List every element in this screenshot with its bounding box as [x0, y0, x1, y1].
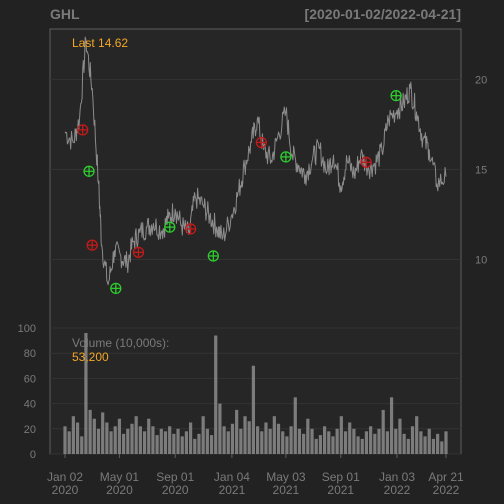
sell-signal-marker	[255, 136, 268, 149]
sell-signal-marker	[77, 124, 89, 136]
x-tick-label: Jan 02	[47, 470, 83, 484]
x-tick-label: May 03	[266, 470, 306, 484]
ticker-title: GHL	[50, 6, 80, 22]
volume-bars	[63, 333, 448, 454]
x-tick-year-label: 2021	[219, 483, 246, 497]
last-price-label: Last 14.62	[72, 36, 128, 50]
sell-signal-marker	[86, 239, 98, 251]
x-tick-label: Jan 03	[379, 470, 415, 484]
x-tick-label: Jan 04	[214, 470, 250, 484]
price-y-tick-label: 15	[475, 164, 487, 176]
sell-signal-marker	[132, 246, 145, 258]
price-series	[64, 36, 447, 286]
price-y-tick-label: 20	[475, 74, 487, 86]
buy-signal-marker	[207, 250, 219, 262]
buy-signal-marker	[110, 282, 122, 295]
x-tick-year-label: 2021	[327, 483, 354, 497]
date-range: [2020-01-02/2022-04-21]	[305, 6, 461, 22]
sell-signal-marker	[184, 223, 197, 235]
x-tick-year-label: 2020	[162, 483, 189, 497]
x-tick-label: Sep 01	[322, 470, 360, 484]
buy-signal-marker	[390, 89, 402, 102]
buy-signal-marker	[83, 165, 95, 177]
buy-signal-marker	[164, 221, 176, 233]
volume-y-tick-label: 80	[24, 348, 36, 360]
buy-signal-marker	[280, 151, 292, 163]
price-y-tick-label: 10	[475, 255, 487, 267]
volume-y-tick-label: 40	[24, 399, 36, 411]
x-tick-year-label: 2021	[273, 483, 300, 497]
x-tick-year-label: 2022	[433, 483, 460, 497]
volume-y-tick-label: 20	[24, 424, 36, 436]
x-tick-label: May 01	[100, 470, 140, 484]
sell-signal-marker	[360, 156, 372, 168]
trade-signals	[77, 89, 402, 295]
x-tick-year-label: 2022	[384, 483, 411, 497]
volume-last-label: 53,200	[72, 350, 109, 364]
x-tick-year-label: 2020	[106, 483, 133, 497]
x-tick-label: Apr 21	[428, 470, 464, 484]
volume-y-tick-label: 60	[24, 373, 36, 385]
price-panel	[49, 28, 462, 329]
price-line	[64, 36, 447, 286]
x-tick-year-label: 2020	[52, 483, 79, 497]
volume-y-tick-label: 100	[18, 323, 36, 335]
x-tick-label: Sep 01	[156, 470, 194, 484]
volume-title: Volume (10,000s):	[72, 336, 169, 350]
volume-y-tick-label: 0	[30, 449, 36, 461]
